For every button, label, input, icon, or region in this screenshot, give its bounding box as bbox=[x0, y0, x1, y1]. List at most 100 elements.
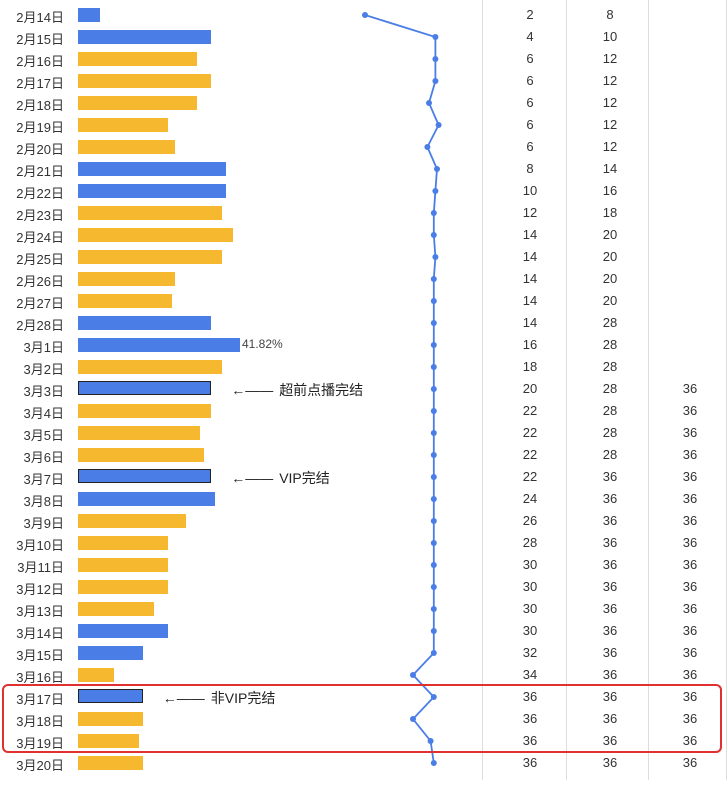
data-cell: 28 bbox=[580, 337, 640, 352]
data-cell: 36 bbox=[580, 557, 640, 572]
data-row: 3月9日263636 bbox=[0, 510, 728, 532]
date-label: 3月17日 bbox=[4, 689, 64, 708]
date-label: 2月23日 bbox=[4, 205, 64, 224]
date-label: 2月16日 bbox=[4, 51, 64, 70]
data-row: 2月21日814 bbox=[0, 158, 728, 180]
data-cell: 6 bbox=[500, 95, 560, 110]
data-row: 3月19日 36 36 36 bbox=[0, 730, 728, 752]
data-cell: 36 bbox=[500, 755, 560, 770]
data-cell: 20 bbox=[580, 227, 640, 242]
data-cell: 30 bbox=[500, 623, 560, 638]
data-cell: 14 bbox=[500, 271, 560, 286]
annotation-text: VIP完结 bbox=[279, 470, 330, 486]
data-cell: 12 bbox=[580, 95, 640, 110]
data-row: 3月2日1828 bbox=[0, 356, 728, 378]
data-row: 2月23日1218 bbox=[0, 202, 728, 224]
bar bbox=[78, 602, 154, 616]
date-label: 3月10日 bbox=[4, 535, 64, 554]
data-row: 3月17日←——非VIP完结363636 bbox=[0, 686, 728, 708]
date-label: 3月2日 bbox=[4, 359, 64, 378]
data-cell: 36 bbox=[660, 469, 720, 484]
data-row: 3月14日303636 bbox=[0, 620, 728, 642]
data-row: 3月20日363636 bbox=[0, 752, 728, 774]
data-cell: 36 bbox=[580, 645, 640, 660]
data-cell: 22 bbox=[500, 403, 560, 418]
bar bbox=[78, 469, 211, 483]
data-row: 2月27日1420 bbox=[0, 290, 728, 312]
value-label: 41.82% bbox=[242, 337, 283, 351]
data-row: 2月14日28 bbox=[0, 4, 728, 26]
data-cell: 36 bbox=[580, 711, 640, 726]
date-label: 3月6日 bbox=[4, 447, 64, 466]
date-label: 3月3日 bbox=[4, 381, 64, 400]
annotation: ←—— 非VIP完结 bbox=[163, 688, 276, 708]
data-cell: 14 bbox=[500, 227, 560, 242]
arrow-icon: ←—— bbox=[231, 382, 273, 398]
data-row: 2月25日1420 bbox=[0, 246, 728, 268]
bar bbox=[78, 96, 197, 110]
data-cell: 8 bbox=[500, 161, 560, 176]
data-cell: 36 bbox=[660, 601, 720, 616]
data-cell: 28 bbox=[580, 315, 640, 330]
data-row: 3月12日303636 bbox=[0, 576, 728, 598]
data-cell: 6 bbox=[500, 73, 560, 88]
arrow-icon: ←—— bbox=[163, 690, 205, 706]
date-label: 3月18日 bbox=[4, 711, 64, 730]
data-cell: 28 bbox=[580, 381, 640, 396]
bar bbox=[78, 689, 143, 703]
date-label: 3月13日 bbox=[4, 601, 64, 620]
data-cell: 36 bbox=[660, 689, 720, 704]
data-cell: 28 bbox=[580, 425, 640, 440]
date-label: 2月19日 bbox=[4, 117, 64, 136]
data-cell: 20 bbox=[580, 249, 640, 264]
date-label: 2月25日 bbox=[4, 249, 64, 268]
data-row: 3月7日←——VIP完结223636 bbox=[0, 466, 728, 488]
data-cell: 36 bbox=[580, 623, 640, 638]
bar bbox=[78, 448, 204, 462]
data-cell: 36 bbox=[580, 755, 640, 770]
date-label: 2月20日 bbox=[4, 139, 64, 158]
data-cell: 12 bbox=[580, 51, 640, 66]
data-row: 3月4日222836 bbox=[0, 400, 728, 422]
data-cell: 2 bbox=[500, 7, 560, 22]
bar bbox=[78, 294, 172, 308]
date-label: 3月19日 bbox=[4, 733, 64, 752]
data-cell: 28 bbox=[580, 359, 640, 374]
data-row: 3月5日222836 bbox=[0, 422, 728, 444]
bar bbox=[78, 492, 215, 506]
bar bbox=[78, 514, 186, 528]
date-label: 2月18日 bbox=[4, 95, 64, 114]
date-label: 3月8日 bbox=[4, 491, 64, 510]
bar bbox=[78, 712, 143, 726]
data-row: 2月22日1016 bbox=[0, 180, 728, 202]
data-row: 3月6日222836 bbox=[0, 444, 728, 466]
data-cell: 36 bbox=[500, 689, 560, 704]
date-label: 3月4日 bbox=[4, 403, 64, 422]
bar bbox=[78, 646, 143, 660]
data-cell: 28 bbox=[500, 535, 560, 550]
bar bbox=[78, 162, 226, 176]
annotation-text: 非VIP完结 bbox=[211, 690, 276, 706]
bar bbox=[78, 756, 143, 770]
data-cell: 14 bbox=[580, 161, 640, 176]
data-cell: 16 bbox=[580, 183, 640, 198]
data-cell: 36 bbox=[580, 733, 640, 748]
bar bbox=[78, 426, 200, 440]
data-cell: 36 bbox=[500, 733, 560, 748]
date-label: 3月9日 bbox=[4, 513, 64, 532]
data-cell: 36 bbox=[660, 513, 720, 528]
data-cell: 32 bbox=[500, 645, 560, 660]
data-row: 2月15日410 bbox=[0, 26, 728, 48]
data-cell: 36 bbox=[660, 733, 720, 748]
date-label: 3月14日 bbox=[4, 623, 64, 642]
data-cell: 12 bbox=[500, 205, 560, 220]
annotation: ←——超前点播完结 bbox=[231, 380, 363, 400]
bar bbox=[78, 74, 211, 88]
data-cell: 12 bbox=[580, 117, 640, 132]
date-label: 2月26日 bbox=[4, 271, 64, 290]
bar bbox=[78, 140, 175, 154]
bar bbox=[78, 558, 168, 572]
data-cell: 22 bbox=[500, 469, 560, 484]
data-cell: 12 bbox=[580, 139, 640, 154]
bar bbox=[78, 360, 222, 374]
